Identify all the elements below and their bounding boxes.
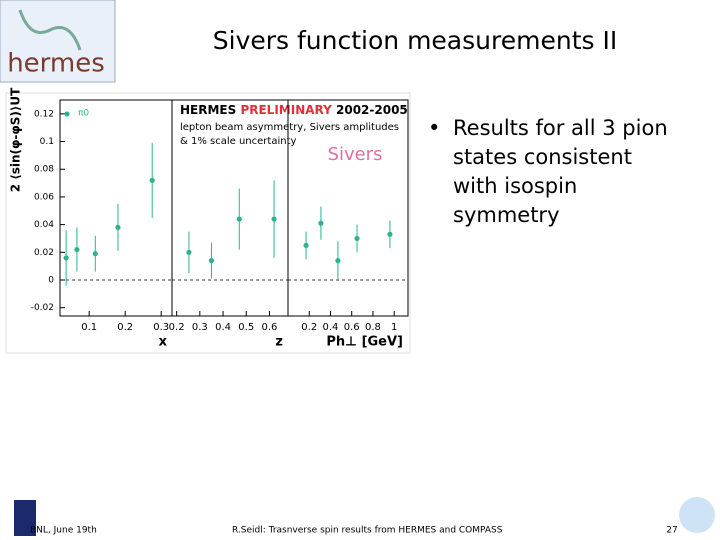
data-point: [303, 242, 309, 248]
x-tick-label: 1: [391, 322, 397, 333]
logo-swoosh: [18, 9, 82, 51]
legend-label: π0: [78, 109, 89, 119]
data-point: [208, 258, 215, 264]
x-tick-label: 0.2: [117, 322, 133, 333]
page-number: 27: [666, 526, 677, 536]
bullet: • Results for all 3 pion states consisten…: [428, 114, 678, 230]
y-tick-label: 0: [48, 276, 54, 286]
x-tick-label: 0.3: [192, 322, 208, 333]
heading-part: 2002-2005: [336, 103, 408, 117]
logo-text: hermes: [7, 49, 105, 79]
x-tick-label: 0.3: [153, 322, 169, 333]
figure-note: & 1% scale uncertainty: [180, 136, 296, 147]
x-tick-label: 0.6: [344, 322, 360, 333]
y-tick-label: 0.02: [34, 248, 54, 258]
y-tick-label: 0.08: [34, 165, 54, 175]
data-point: [149, 177, 155, 183]
footer-logo: [14, 500, 36, 536]
data-point: [236, 216, 242, 222]
figure-label: Sivers: [328, 144, 383, 165]
data-point: [335, 258, 341, 264]
bullet-dot: •: [428, 116, 441, 140]
y-tick-label: 0.04: [34, 220, 54, 230]
heading-part: PRELIMINARY: [240, 103, 332, 117]
x-axis-label: Ph⊥ [GeV]: [326, 335, 403, 350]
bullet-text: Results for all 3 pion states consistent…: [453, 116, 668, 227]
x-axis-label: x: [159, 335, 168, 350]
data-point: [186, 249, 192, 255]
x-tick-label: 0.2: [301, 322, 317, 333]
data-point: [115, 224, 121, 230]
figure-note: lepton beam asymmetry, Sivers amplitudes: [180, 122, 399, 133]
x-tick-label: 0.8: [365, 322, 381, 333]
y-tick-label: -0.02: [31, 303, 54, 313]
heading-part: HERMES: [180, 103, 236, 117]
x-tick-label: 0.1: [81, 322, 97, 333]
y-axis-label: 2 ⟨sin(φ-φS)⟩UT: [9, 87, 23, 192]
x-tick-label: 0.4: [215, 322, 231, 333]
footer-left: BNL, June 19th: [30, 526, 97, 536]
data-point: [387, 231, 393, 237]
panel-frame: [287, 99, 409, 317]
y-tick-label: 0.1: [40, 137, 54, 147]
logo-box: [0, 0, 116, 83]
x-tick-label: 0.4: [323, 322, 339, 333]
x-tick-label: 0.2: [169, 322, 185, 333]
data-point: [318, 220, 324, 226]
x-axis-label: z: [275, 335, 283, 350]
data-point: [271, 216, 277, 222]
data-point: [92, 251, 98, 257]
figure-bg: [5, 92, 411, 354]
figure-heading: HERMES PRELIMINARY 2002-2005: [180, 103, 408, 117]
y-tick-label: 0.06: [34, 192, 54, 202]
x-tick-label: 0.5: [238, 322, 254, 333]
x-tick-label: 0.6: [261, 322, 277, 333]
data-point: [74, 246, 80, 253]
footer-logo-right: [679, 497, 715, 533]
y-tick-label: 0.12: [34, 109, 54, 119]
data-point: [63, 255, 69, 261]
data-point: [354, 235, 360, 242]
footer-center: R.Seidl: Trasnverse spin results from HE…: [232, 526, 503, 536]
slide-title: Sivers function measurements II: [213, 26, 617, 55]
legend-marker: [64, 111, 70, 117]
